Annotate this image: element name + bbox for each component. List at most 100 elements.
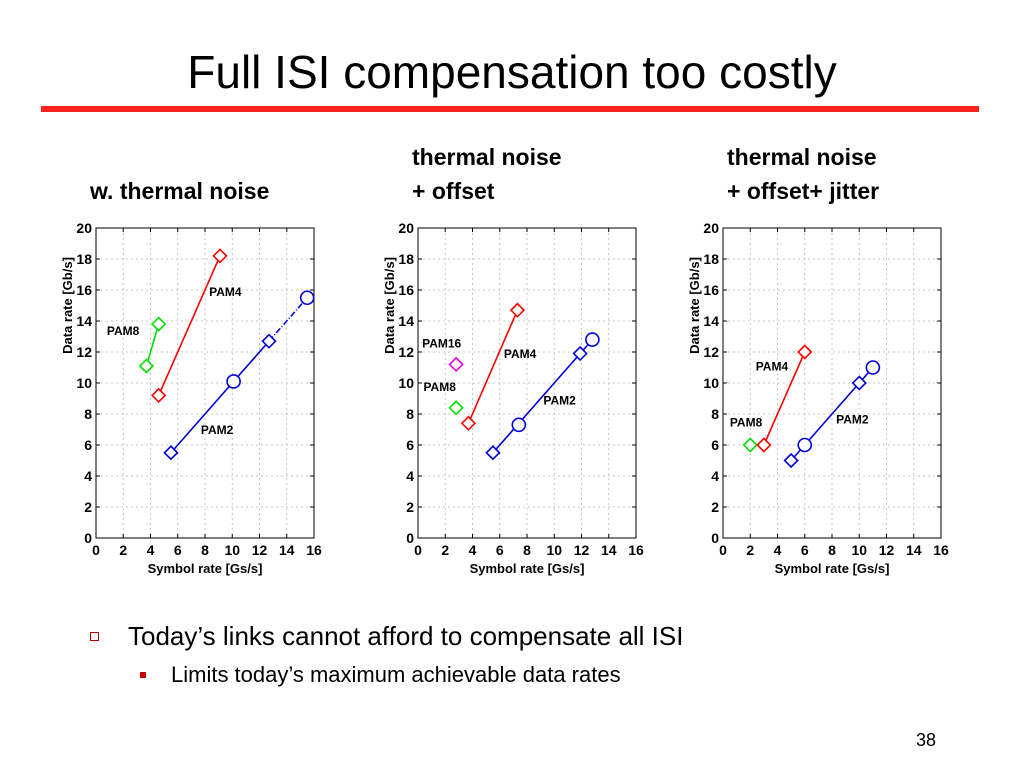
x-tick-label: 2 [441, 542, 449, 558]
y-tick-label: 14 [76, 313, 92, 329]
title-underline [41, 106, 979, 112]
y-tick-label: 10 [76, 375, 92, 391]
diamond-marker [212, 248, 228, 264]
x-axis-label: Symbol rate [Gs/s] [148, 561, 263, 576]
y-tick-label: 2 [84, 499, 92, 515]
x-tick-label: 14 [906, 542, 922, 558]
series-label: PAM2 [543, 394, 576, 408]
series-label: PAM4 [209, 285, 242, 299]
x-tick-label: 4 [147, 542, 155, 558]
x-tick-label: 4 [469, 542, 477, 558]
grid [722, 227, 942, 539]
diamond-marker [485, 445, 501, 461]
x-tick-label: 14 [279, 542, 295, 558]
circle-marker [585, 332, 600, 347]
y-tick-label: 8 [406, 406, 414, 422]
chart-3-heading-line-1: thermal noise [727, 144, 877, 170]
circle-marker [226, 374, 241, 389]
series-label: PAM4 [504, 347, 537, 361]
x-tick-label: 8 [523, 542, 531, 558]
x-tick-label: 6 [496, 542, 504, 558]
x-tick-label: 6 [174, 542, 182, 558]
y-tick-label: 14 [398, 313, 414, 329]
chart-2-heading-line-2: + offset [412, 178, 495, 204]
y-tick-label: 18 [398, 251, 414, 267]
y-tick-label: 6 [84, 437, 92, 453]
x-axis-label: Symbol rate [Gs/s] [470, 561, 585, 576]
series-pam2: PAM2 [163, 290, 315, 461]
series-label: PAM8 [730, 415, 763, 429]
diamond-marker [163, 445, 179, 461]
x-tick-label: 12 [252, 542, 268, 558]
y-tick-label: 10 [703, 375, 719, 391]
x-axis-label: Symbol rate [Gs/s] [775, 561, 890, 576]
y-tick-label: 12 [703, 344, 719, 360]
x-tick-label: 0 [92, 542, 100, 558]
diamond-marker [151, 316, 167, 332]
x-tick-label: 8 [828, 542, 836, 558]
filled-square-bullet-icon [140, 672, 146, 678]
y-tick-label: 2 [711, 499, 719, 515]
chart-2-heading: thermal noise + offset [412, 140, 562, 208]
y-tick-label: 20 [76, 220, 92, 236]
y-tick-label: 16 [76, 282, 92, 298]
y-tick-label: 2 [406, 499, 414, 515]
series-label: PAM4 [756, 360, 789, 374]
x-tick-label: 12 [879, 542, 895, 558]
series-line [145, 323, 160, 367]
y-tick-label: 16 [398, 282, 414, 298]
diamond-marker [783, 452, 799, 469]
y-tick-label: 0 [711, 530, 719, 546]
chart-1-heading-line: w. thermal noise [90, 178, 270, 204]
y-tick-label: 4 [711, 468, 719, 484]
y-tick-label: 18 [703, 251, 719, 267]
series-pam4: PAM4 [151, 248, 242, 404]
y-tick-label: 0 [406, 530, 414, 546]
y-axis-label: Data rate [Gb/s] [382, 257, 397, 354]
bullet-level-1-text: Today’s links cannot afford to compensat… [128, 621, 684, 651]
diamond-marker [851, 375, 867, 391]
slide-title: Full ISI compensation too costly [187, 46, 837, 98]
y-axis-label: Data rate [Gb/s] [687, 257, 702, 354]
series-pam8: PAM8 [423, 380, 464, 416]
chart-2-heading-line-1: thermal noise [412, 144, 562, 170]
chart-2-thermal-noise-offset: 0 2 4 6 8 10 12 14 16 0 2 4 6 8 10 12 14 16 18 20 Symbol rat… [382, 220, 644, 576]
series-line [268, 297, 308, 342]
diamond-marker [756, 437, 772, 453]
series-line [157, 255, 221, 396]
x-tick-label: 10 [851, 542, 867, 558]
y-tick-label: 14 [703, 313, 719, 329]
diamond-marker [509, 302, 526, 318]
y-tick-label: 10 [398, 375, 414, 391]
y-tick-label: 8 [711, 406, 719, 422]
series-label: PAM2 [201, 423, 234, 437]
diamond-marker [261, 333, 277, 349]
x-tick-label: 0 [719, 542, 727, 558]
y-tick-label: 6 [406, 437, 414, 453]
y-tick-label: 12 [76, 344, 92, 360]
diamond-marker [151, 387, 167, 404]
diamond-marker [448, 356, 464, 373]
series-pam4: PAM4 [460, 302, 537, 431]
x-tick-label: 8 [201, 542, 209, 558]
y-tick-label: 12 [398, 344, 414, 360]
grid [95, 227, 315, 539]
x-tick-label: 12 [574, 542, 590, 558]
series-pam8: PAM8 [730, 415, 763, 453]
series-line [763, 351, 806, 446]
circle-marker [797, 437, 813, 453]
series-line [170, 340, 270, 454]
series-pam2: PAM2 [783, 360, 881, 469]
y-tick-label: 20 [703, 220, 719, 236]
series-line [467, 309, 519, 424]
hollow-square-bullet-icon [90, 632, 99, 641]
x-tick-label: 0 [414, 542, 422, 558]
y-tick-label: 6 [711, 437, 719, 453]
page-number: 38 [915, 730, 937, 750]
series-pam8: PAM8 [107, 316, 167, 374]
series-label: PAM16 [422, 336, 461, 350]
y-tick-label: 16 [703, 282, 719, 298]
x-tick-label: 14 [601, 542, 617, 558]
series-label: PAM8 [423, 380, 456, 394]
circle-marker [299, 290, 315, 306]
